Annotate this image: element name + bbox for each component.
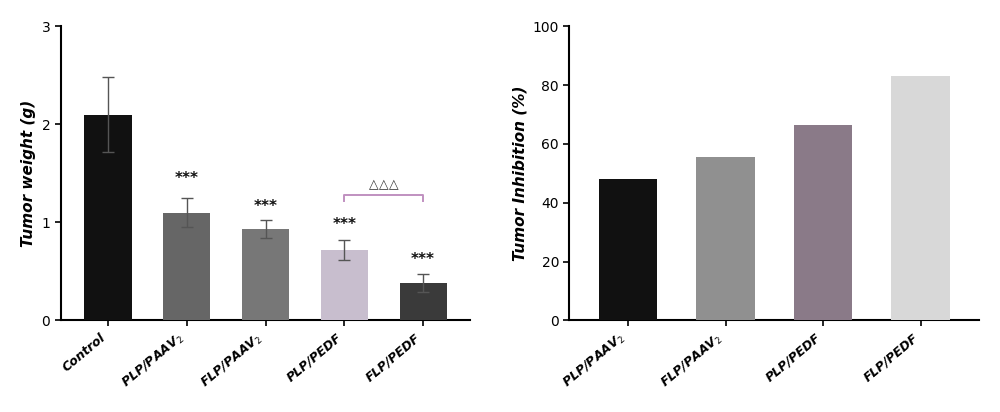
Y-axis label: Tumor weight (g): Tumor weight (g): [21, 100, 36, 247]
Text: △: △: [389, 178, 399, 191]
Text: △: △: [379, 178, 389, 191]
Bar: [84, 115, 132, 321]
Text: △: △: [369, 178, 378, 191]
Text: ***: ***: [411, 252, 435, 267]
Bar: [242, 229, 289, 321]
Bar: [891, 76, 950, 321]
Bar: [400, 283, 447, 321]
Bar: [321, 250, 368, 321]
Bar: [794, 125, 852, 321]
Y-axis label: Tumor Inhibition (%): Tumor Inhibition (%): [512, 86, 527, 261]
Bar: [163, 213, 210, 321]
Text: ***: ***: [254, 199, 278, 213]
Text: ***: ***: [332, 217, 356, 232]
Text: ***: ***: [175, 171, 199, 186]
Bar: [696, 157, 755, 321]
Bar: [599, 179, 657, 321]
